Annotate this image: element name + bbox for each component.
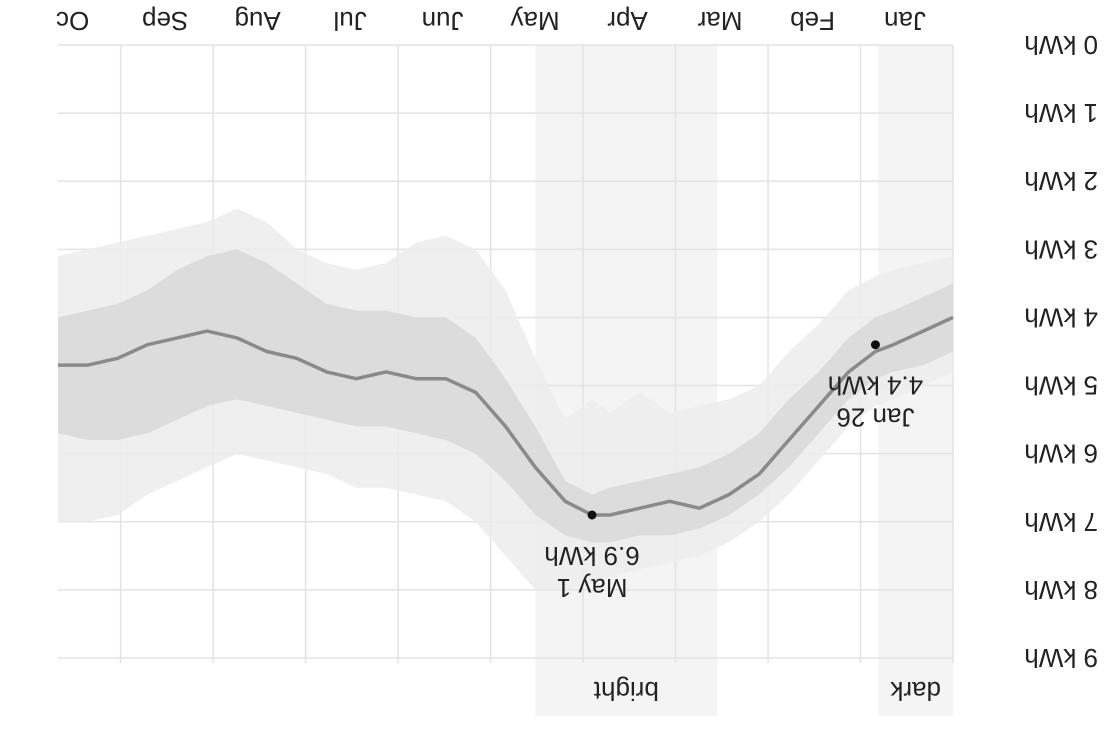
y-tick-label: 8 kWh: [1024, 575, 1098, 605]
x-tick-label: May: [511, 6, 560, 36]
annotation-date: May 1: [557, 573, 628, 603]
y-tick-label: 1 kWh: [1024, 98, 1098, 128]
highlight-band-bright: [535, 45, 718, 716]
y-tick-label: 0 kWh: [1024, 30, 1098, 60]
annotation-point: [870, 340, 880, 350]
x-tick-label: Oc: [56, 6, 89, 36]
annotation-date: Jan 26: [836, 403, 914, 433]
y-tick-label: 6 kWh: [1024, 439, 1098, 469]
y-tick-label: 3 kWh: [1024, 234, 1098, 264]
x-tick-label: Mar: [697, 6, 742, 36]
annotation-point: [587, 510, 597, 520]
y-tick-label: 5 kWh: [1024, 371, 1098, 401]
y-tick-label: 4 kWh: [1024, 302, 1098, 332]
x-tick-label: Sep: [142, 6, 188, 36]
x-tick-label: Aug: [234, 6, 280, 36]
annotation-value: 6.9 kWh: [544, 541, 639, 571]
x-tick-label: Jan: [884, 6, 926, 36]
x-tick-label: Jul: [333, 6, 366, 36]
y-tick-label: 7 kWh: [1024, 507, 1098, 537]
x-tick-label: Feb: [790, 6, 835, 36]
y-tick-label: 9 kWh: [1024, 643, 1098, 673]
x-tick-label: Jun: [422, 6, 464, 36]
annotation-value: 4.4 kWh: [828, 371, 923, 401]
band-label-dark: dark: [889, 676, 941, 706]
median-line: [58, 315, 954, 517]
band-label-bright: bright: [593, 676, 659, 706]
x-tick-label: Apr: [607, 6, 648, 36]
inner-range-band: [58, 249, 953, 543]
y-tick-label: 2 kWh: [1024, 166, 1098, 196]
